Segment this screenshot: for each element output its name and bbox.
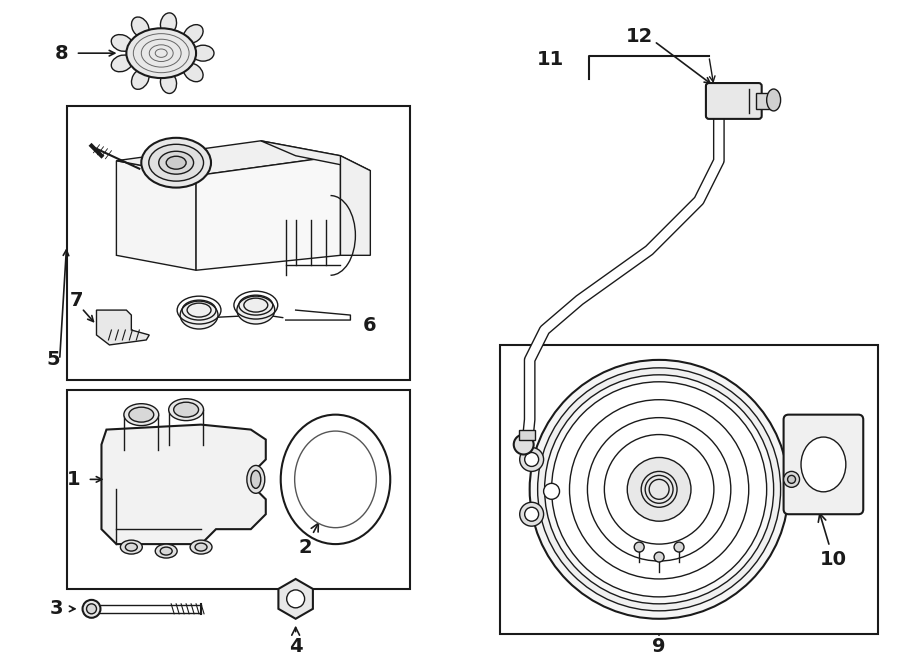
Bar [67, 106, 410, 380]
Ellipse shape [160, 71, 176, 93]
Ellipse shape [148, 144, 203, 181]
Circle shape [287, 590, 304, 608]
Ellipse shape [129, 407, 154, 422]
Circle shape [537, 368, 780, 611]
Text: 10: 10 [818, 514, 847, 569]
Text: 5: 5 [47, 350, 60, 369]
Text: 11: 11 [537, 50, 564, 69]
Ellipse shape [190, 540, 212, 554]
Text: 12: 12 [626, 26, 652, 46]
Ellipse shape [251, 471, 261, 489]
Ellipse shape [124, 404, 158, 426]
Polygon shape [340, 156, 370, 256]
Circle shape [525, 453, 538, 467]
Ellipse shape [125, 543, 138, 551]
Text: 9: 9 [652, 637, 666, 656]
Ellipse shape [294, 431, 376, 528]
Ellipse shape [174, 402, 199, 417]
Ellipse shape [281, 414, 391, 544]
Text: 3: 3 [50, 599, 63, 618]
Polygon shape [102, 424, 266, 544]
Ellipse shape [184, 63, 203, 81]
Ellipse shape [112, 55, 132, 71]
Polygon shape [116, 161, 196, 270]
Circle shape [519, 502, 544, 526]
Circle shape [519, 448, 544, 471]
Text: 4: 4 [289, 628, 302, 656]
Ellipse shape [121, 540, 142, 554]
Ellipse shape [131, 17, 149, 38]
Ellipse shape [514, 434, 534, 455]
Bar [756, 93, 774, 109]
Ellipse shape [247, 465, 265, 493]
Polygon shape [261, 141, 370, 171]
Circle shape [784, 471, 799, 487]
Circle shape [654, 552, 664, 562]
Ellipse shape [83, 600, 101, 618]
Text: 7: 7 [70, 291, 84, 310]
Text: 2: 2 [299, 523, 319, 557]
Circle shape [788, 475, 796, 483]
Ellipse shape [801, 437, 846, 492]
Ellipse shape [166, 156, 186, 169]
Ellipse shape [126, 28, 196, 78]
Circle shape [634, 542, 644, 552]
Circle shape [530, 360, 788, 619]
Circle shape [627, 457, 691, 521]
Ellipse shape [180, 301, 218, 329]
Text: 8: 8 [55, 44, 68, 63]
Ellipse shape [112, 34, 132, 52]
Polygon shape [96, 310, 149, 345]
Ellipse shape [158, 151, 194, 174]
Ellipse shape [160, 13, 176, 34]
Circle shape [544, 375, 774, 604]
Text: 6: 6 [363, 316, 376, 334]
Ellipse shape [237, 296, 274, 324]
Ellipse shape [86, 604, 96, 614]
Bar [67, 390, 410, 589]
Polygon shape [116, 141, 340, 175]
Circle shape [674, 542, 684, 552]
Ellipse shape [141, 138, 211, 187]
FancyBboxPatch shape [706, 83, 761, 119]
Ellipse shape [131, 69, 149, 89]
Circle shape [544, 483, 560, 499]
Ellipse shape [160, 547, 172, 555]
Circle shape [525, 507, 538, 521]
Ellipse shape [155, 544, 177, 558]
Ellipse shape [192, 45, 214, 61]
FancyBboxPatch shape [784, 414, 863, 514]
Ellipse shape [184, 24, 203, 43]
Polygon shape [278, 579, 313, 619]
Ellipse shape [168, 399, 203, 420]
Bar [500, 345, 878, 634]
Bar [518, 430, 535, 440]
Ellipse shape [767, 89, 780, 111]
Ellipse shape [195, 543, 207, 551]
Text: 1: 1 [67, 470, 80, 489]
Circle shape [552, 382, 767, 597]
Polygon shape [196, 156, 340, 270]
